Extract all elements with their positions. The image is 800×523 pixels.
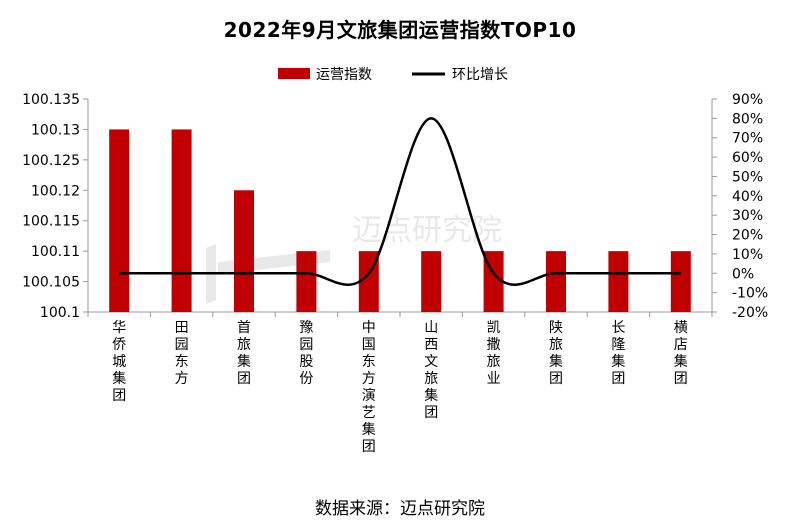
- category-label: 华侨城集团: [112, 320, 126, 404]
- right-tick-label: 40%: [732, 189, 763, 205]
- bar: [171, 129, 192, 312]
- right-tick-label: 30%: [732, 208, 763, 224]
- category-label: 陕旅集团: [549, 320, 563, 387]
- legend-line-label: 环比增长: [452, 67, 508, 83]
- axes: 100.135 100.13 100.125 100.12 100.115 100.11 1…: [22, 92, 768, 455]
- category-label: 凯撒旅业: [487, 320, 501, 387]
- bar: [608, 251, 629, 312]
- category-label: 豫园股份: [299, 320, 313, 387]
- right-tick-label: 70%: [732, 131, 763, 147]
- left-tick-label: 100.1: [40, 305, 80, 321]
- chart-title: 2022年9月文旅集团运营指数TOP10: [223, 18, 577, 42]
- watermark-text: 迈点研究院: [352, 213, 502, 248]
- category-label: 中国东方演艺集团: [362, 320, 376, 455]
- right-tick-label: 60%: [732, 150, 763, 166]
- legend-bar-label: 运营指数: [316, 67, 372, 83]
- category-label: 田园东方: [175, 320, 189, 387]
- bar: [109, 129, 130, 312]
- bar: [670, 251, 691, 312]
- left-tick-label: 100.125: [22, 153, 80, 169]
- bar-series: [109, 129, 691, 312]
- right-tick-label: 50%: [732, 169, 763, 185]
- category-label: 山西文旅集团: [424, 320, 438, 421]
- left-tick-label: 100.11: [31, 244, 80, 260]
- legend-bar-swatch: [278, 68, 310, 79]
- right-tick-label: 20%: [732, 228, 763, 244]
- right-tick-label: 0%: [732, 266, 754, 282]
- category-label: 长隆集团: [611, 320, 625, 387]
- line-series: [119, 117, 681, 286]
- category-label: 首旅集团: [237, 320, 251, 387]
- left-tick-label: 100.13: [31, 122, 80, 138]
- left-tick-label: 100.105: [22, 275, 80, 291]
- bar: [421, 251, 442, 312]
- legend: 运营指数 环比增长: [278, 67, 508, 83]
- left-tick-label: 100.135: [22, 92, 80, 108]
- bar: [296, 251, 317, 312]
- category-label: 横店集团: [674, 320, 688, 387]
- source-note: 数据来源：迈点研究院: [315, 499, 485, 519]
- right-tick-label: 90%: [732, 92, 763, 108]
- right-tick-label: 10%: [732, 247, 763, 263]
- left-tick-label: 100.115: [22, 214, 80, 230]
- bar: [546, 251, 566, 312]
- bar: [234, 190, 254, 312]
- right-tick-label: 80%: [732, 111, 763, 127]
- line-path: [119, 117, 681, 286]
- left-tick-label: 100.12: [31, 183, 80, 199]
- right-tick-label: -10%: [732, 286, 768, 302]
- right-tick-label: -20%: [732, 305, 768, 321]
